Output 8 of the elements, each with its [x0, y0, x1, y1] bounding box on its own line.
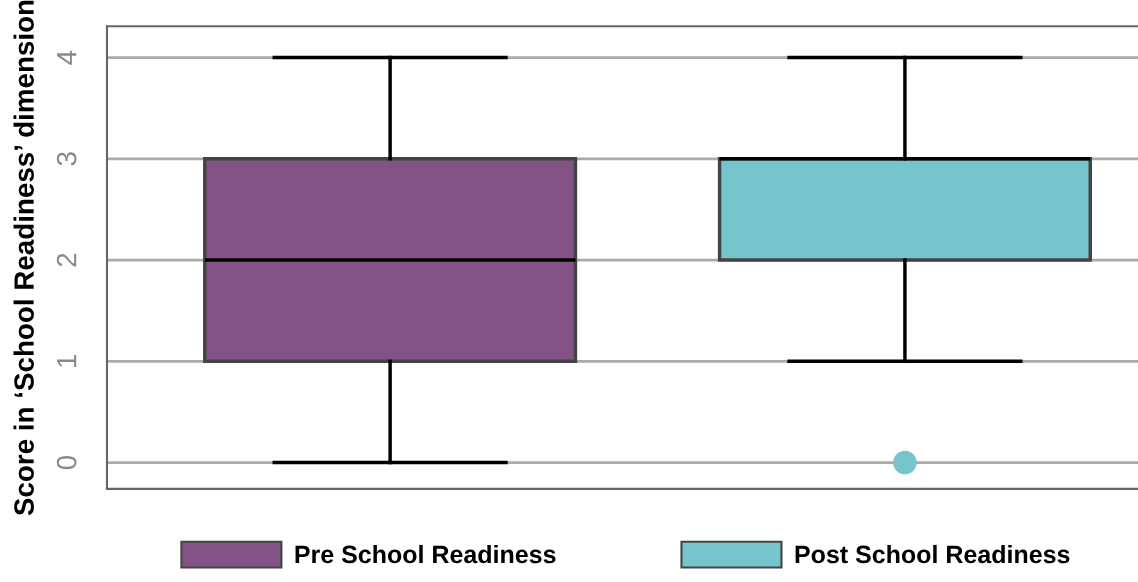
- legend-label: Post School Readiness: [795, 544, 1070, 564]
- y-tick-label: 2: [56, 253, 77, 267]
- y-tick-label: 4: [57, 50, 77, 65]
- y-tick-label: 0: [56, 455, 77, 470]
- legend-label: Pre School Readiness: [295, 544, 556, 564]
- y-tick-label: 3: [56, 152, 77, 166]
- y-tick-label: 1: [57, 354, 77, 367]
- y-axis-title: Score in ‘School Readiness’ dimension: [13, 0, 34, 516]
